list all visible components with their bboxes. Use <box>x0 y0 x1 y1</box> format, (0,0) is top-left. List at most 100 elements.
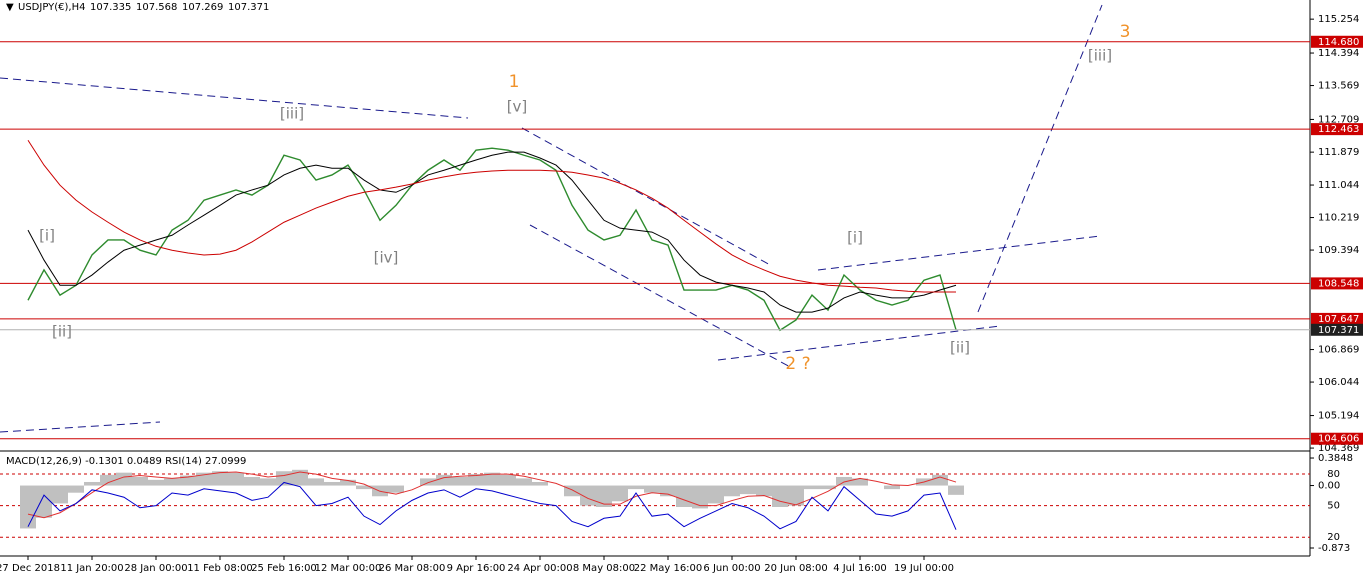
macd-bar <box>308 478 324 486</box>
x-tick-label: 6 Jun 00:00 <box>703 563 760 574</box>
chart-title: USDJPY(€),H4 <box>18 2 85 13</box>
macd-bar <box>52 485 68 504</box>
level-tag <box>1311 312 1363 325</box>
wave-label: [iii] <box>280 105 304 123</box>
macd-bar <box>164 478 180 486</box>
macd-bar <box>356 485 372 490</box>
y2-tick-label: 80 <box>1327 469 1340 480</box>
macd-bar <box>436 474 452 486</box>
channel-line <box>529 224 793 369</box>
macd-bar <box>852 478 868 486</box>
y-tick-label: 0.00 <box>1318 481 1340 492</box>
macd-bar <box>580 485 596 506</box>
wave-label: 3 <box>1120 22 1131 42</box>
macd-bar <box>452 476 468 486</box>
x-tick-label: 26 Mar 08:00 <box>379 563 446 574</box>
x-tick-label: 28 Jan 00:00 <box>124 563 187 574</box>
macd-bar <box>884 485 900 490</box>
x-tick-label: 27 Dec 2018 <box>0 563 60 574</box>
macd-bar <box>660 485 676 497</box>
macd-bar <box>484 472 500 486</box>
indicator-title: MACD(12,26,9) -0.1301 0.0489 RSI(14) 27.… <box>6 456 246 467</box>
wave-label: [iii] <box>1088 47 1112 65</box>
macd-bar <box>836 476 852 486</box>
wave-label: [ii] <box>950 339 970 357</box>
macd-bar <box>756 485 772 497</box>
macd-bar <box>132 476 148 486</box>
macd-bar <box>628 485 644 490</box>
macd-bar <box>468 474 484 486</box>
macd-bar <box>388 485 404 493</box>
level-label: 112.463 <box>1318 124 1359 135</box>
channel-line <box>717 325 1001 361</box>
x-tick-label: 24 Apr 00:00 <box>507 563 572 574</box>
y-tick-label: 109.394 <box>1318 245 1359 256</box>
macd-bar <box>36 485 52 518</box>
level-label: 107.647 <box>1318 314 1359 325</box>
x-tick-label: 11 Jan 20:00 <box>60 563 123 574</box>
macd-bar <box>676 485 692 508</box>
macd-bar <box>68 485 84 493</box>
level-tag <box>1311 123 1363 136</box>
macd-bar <box>516 478 532 486</box>
level-label: 108.548 <box>1318 278 1359 289</box>
y-tick-label: 106.869 <box>1318 345 1359 356</box>
x-tick-label: 20 Jun 08:00 <box>764 563 828 574</box>
macd-bar <box>596 485 612 508</box>
wave-label: [i] <box>847 229 863 247</box>
last-price-label: 107.371 <box>1318 325 1359 336</box>
macd-bar <box>116 472 132 486</box>
x-tick-label: 19 Jul 00:00 <box>894 563 954 574</box>
macd-bar <box>228 472 244 486</box>
ohlc-high: 107.568 <box>136 2 177 13</box>
y-tick-label: 115.254 <box>1318 14 1359 25</box>
moving-average <box>27 140 956 293</box>
y-tick-label: 112.709 <box>1318 114 1359 125</box>
macd-bar <box>196 472 212 486</box>
macd-bar <box>244 476 260 486</box>
macd-bar <box>724 485 740 497</box>
ohlc-low: 107.269 <box>182 2 223 13</box>
macd-bar <box>212 471 228 486</box>
rsi-line <box>27 481 957 530</box>
x-tick-label: 4 Jul 16:00 <box>833 563 887 574</box>
level-tag <box>1311 277 1363 290</box>
macd-bar <box>340 479 356 486</box>
macd-bar <box>644 485 660 493</box>
y-tick-label: 110.219 <box>1318 213 1359 224</box>
macd-bar <box>788 485 804 506</box>
ohlc-close: 107.371 <box>228 2 269 13</box>
macd-bar <box>420 478 436 486</box>
channel-line <box>521 127 773 267</box>
macd-bar <box>932 474 948 486</box>
level-label: 104.606 <box>1318 434 1359 445</box>
macd-bar <box>772 485 788 508</box>
trend-line <box>0 77 469 119</box>
symbol-marker: ▼ <box>6 2 14 13</box>
moving-average <box>27 151 957 313</box>
wave-label: [iv] <box>374 249 399 267</box>
x-tick-label: 9 Apr 16:00 <box>447 563 506 574</box>
y-tick-label: 105.194 <box>1318 411 1359 422</box>
macd-bar <box>740 485 756 495</box>
y-tick-label: 114.394 <box>1318 48 1359 59</box>
macd-bar <box>564 485 580 497</box>
level-label: 114.680 <box>1318 37 1359 48</box>
y2-tick-label: 50 <box>1327 501 1340 512</box>
y-tick-label: 113.569 <box>1318 81 1359 92</box>
macd-bar <box>820 485 836 490</box>
macd-bar <box>180 475 196 486</box>
signal-line <box>27 471 957 519</box>
macd-bar <box>500 474 516 486</box>
macd-bar <box>100 474 116 486</box>
wave-label: 1 <box>509 72 520 92</box>
wave-label: [i] <box>39 227 55 245</box>
y-tick-label: 104.369 <box>1318 443 1359 454</box>
macd-bar <box>292 469 308 486</box>
ohlc-open: 107.335 <box>90 2 131 13</box>
y-tick-label: 111.044 <box>1318 180 1359 191</box>
trend-line <box>0 421 161 433</box>
channel-line <box>817 235 1101 271</box>
macd-bar <box>276 471 292 486</box>
x-tick-label: 25 Feb 16:00 <box>251 563 317 574</box>
